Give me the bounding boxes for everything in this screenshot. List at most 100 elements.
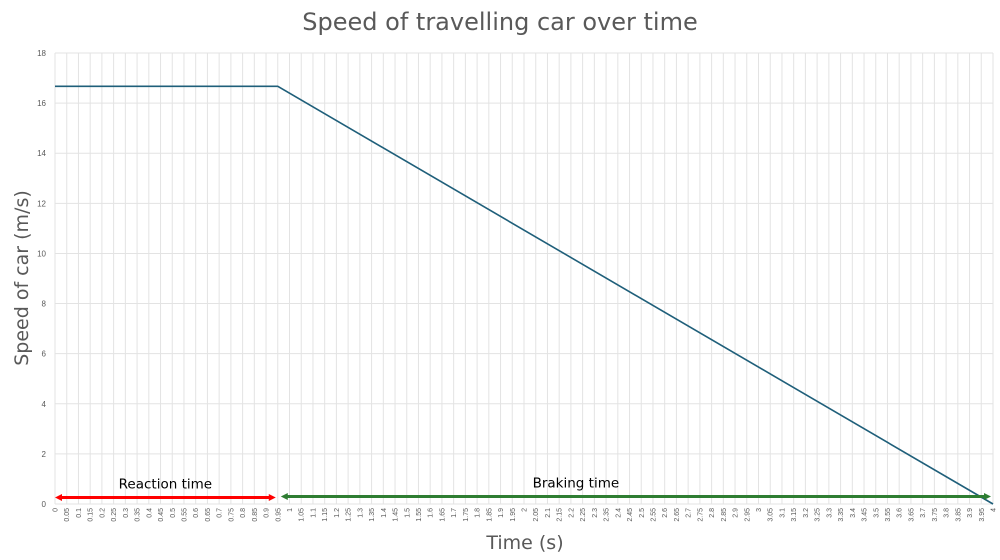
- x-tick-label: 2.5: [639, 508, 646, 518]
- x-tick-label: 1.65: [439, 508, 446, 522]
- x-tick-label: 1.85: [486, 508, 493, 522]
- grid: [54, 52, 994, 505]
- x-tick-label: 0.65: [205, 508, 212, 522]
- x-tick-label: 1.7: [451, 508, 458, 518]
- x-tick-label: 0.7: [217, 508, 224, 518]
- y-tick-label: 4: [42, 400, 47, 409]
- x-tick-label: 1.5: [404, 508, 411, 518]
- x-tick-label: 1.8: [475, 508, 482, 518]
- x-tick-label: 2.7: [686, 508, 693, 518]
- y-tick-label: 12: [37, 199, 46, 208]
- x-tick-label: 3.2: [803, 508, 810, 518]
- x-tick-label: 0.05: [64, 508, 71, 522]
- x-tick-label: 3.5: [873, 508, 880, 518]
- y-tick-label: 10: [37, 249, 46, 258]
- x-tick-label: 3.3: [826, 508, 833, 518]
- x-tick-label: 1.55: [416, 508, 423, 522]
- x-tick-label: 3.75: [932, 508, 939, 522]
- x-tick-label: 2.65: [674, 508, 681, 522]
- x-tick-label: 3.65: [908, 508, 915, 522]
- x-tick-label: 0.4: [146, 508, 153, 518]
- x-tick-label: 1.75: [463, 508, 470, 522]
- x-tick-label: 2.2: [568, 508, 575, 518]
- x-tick-label: 0.85: [252, 508, 259, 522]
- x-tick-label: 1.25: [346, 508, 353, 522]
- x-tick-label: 2.75: [697, 508, 704, 522]
- x-tick-label: 1.05: [299, 508, 306, 522]
- x-tick-label: 2.8: [709, 508, 716, 518]
- y-axis-ticks: 0 2 4 6 8 10 12 14 16 18: [37, 49, 46, 509]
- x-tick-label: 1.6: [428, 508, 435, 518]
- x-tick-label: 0.6: [193, 508, 200, 518]
- x-tick-label: 3.25: [815, 508, 822, 522]
- x-tick-label: 2.1: [545, 508, 552, 518]
- arrow-head-right: [984, 492, 991, 500]
- y-tick-label: 6: [42, 350, 47, 359]
- x-tick-label: 1.35: [369, 508, 376, 522]
- annotation-label: Braking time: [533, 475, 620, 491]
- x-tick-label: 1: [287, 508, 294, 512]
- x-tick-label: 1.3: [357, 508, 364, 518]
- x-tick-label: 1.95: [510, 508, 517, 522]
- x-tick-label: 0.8: [240, 508, 247, 518]
- x-tick-label: 3.05: [768, 508, 775, 522]
- arrow-head-right: [268, 493, 276, 501]
- x-tick-label: 3.15: [791, 508, 798, 522]
- x-tick-label: 2.95: [744, 508, 751, 522]
- x-tick-label: 2: [522, 508, 529, 512]
- x-tick-label: 0.45: [158, 508, 165, 522]
- x-tick-label: 0.95: [275, 508, 282, 522]
- x-tick-label: 2.3: [592, 508, 599, 518]
- annotation-label: Reaction time: [119, 476, 212, 492]
- x-tick-label: 1.9: [498, 508, 505, 518]
- x-tick-label: 0.15: [88, 508, 95, 522]
- x-tick-label: 0.1: [76, 508, 83, 518]
- x-axis-ticks: 0 0.05 0.1 0.15 0.2 0.25 0.3 0.35 0.4 0.45 0.5 0.55…: [53, 508, 998, 522]
- x-tick-label: 1.45: [393, 508, 400, 522]
- arrow-head-left: [55, 493, 62, 501]
- y-tick-label: 8: [42, 300, 47, 309]
- x-tick-label: 0.55: [181, 508, 188, 522]
- y-tick-label: 16: [37, 99, 46, 108]
- x-tick-label: 2.6: [662, 508, 669, 518]
- x-tick-label: 0.2: [99, 508, 106, 518]
- y-tick-label: 0: [42, 500, 47, 509]
- x-tick-label: 0.3: [123, 508, 130, 518]
- x-tick-label: 1.1: [310, 508, 317, 518]
- x-tick-label: 4: [991, 508, 998, 512]
- x-tick-label: 2.05: [533, 508, 540, 522]
- x-tick-label: 3.8: [944, 508, 951, 518]
- x-tick-label: 2.35: [604, 508, 611, 522]
- x-tick-label: 3.45: [862, 508, 869, 522]
- x-tick-label: 2.45: [627, 508, 634, 522]
- x-tick-label: 3.6: [897, 508, 904, 518]
- x-tick-label: 3.7: [920, 508, 927, 518]
- x-tick-label: 1.4: [381, 508, 388, 518]
- x-tick-label: 3.95: [979, 508, 986, 522]
- x-tick-label: 2.4: [615, 508, 622, 518]
- annotations: Reaction time Braking time: [55, 475, 991, 501]
- y-axis-title: Speed of car (m/s): [11, 190, 33, 366]
- x-tick-label: 0: [53, 508, 60, 512]
- x-tick-label: 1.15: [322, 508, 329, 522]
- x-tick-label: 3: [756, 508, 763, 512]
- series-layer: [55, 85, 994, 505]
- x-tick-label: 0.35: [135, 508, 142, 522]
- x-tick-label: 0.5: [170, 508, 177, 518]
- x-tick-label: 0.25: [111, 508, 118, 522]
- arrow-head-left: [280, 492, 288, 500]
- x-tick-label: 3.85: [955, 508, 962, 522]
- x-tick-label: 2.15: [557, 508, 564, 522]
- speed-line: [55, 85, 994, 505]
- y-tick-label: 18: [37, 49, 46, 58]
- x-tick-label: 2.85: [721, 508, 728, 522]
- y-tick-label: 2: [42, 450, 47, 459]
- x-axis-title: Time (s): [485, 532, 563, 554]
- x-tick-label: 2.25: [580, 508, 587, 522]
- y-tick-label: 14: [37, 149, 46, 158]
- x-tick-label: 1.2: [334, 508, 341, 518]
- x-tick-label: 0.9: [264, 508, 271, 518]
- chart-title: Speed of travelling car over time: [302, 8, 697, 36]
